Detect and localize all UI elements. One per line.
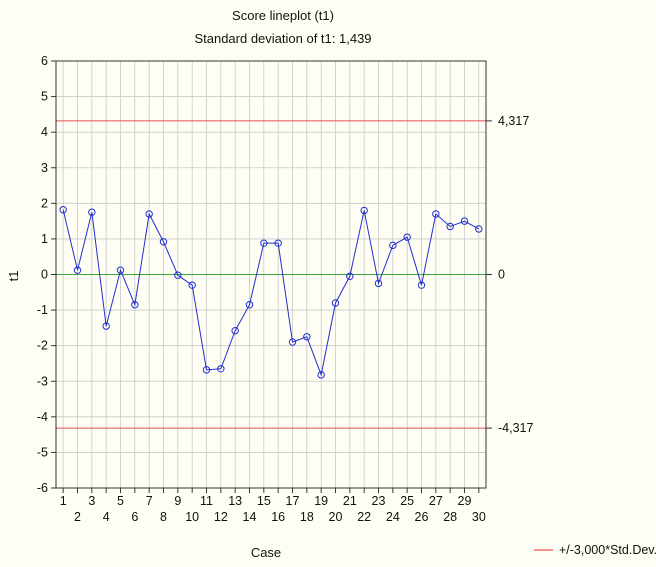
data-point <box>417 281 426 289</box>
reference-label: -4,317 <box>498 421 533 435</box>
x-tick-label: 5 <box>117 494 124 508</box>
data-point <box>303 333 311 341</box>
data-point <box>317 371 325 379</box>
x-tick-label: 15 <box>257 494 271 508</box>
y-tick-label: -4 <box>37 410 48 424</box>
data-point <box>403 233 411 241</box>
chart-title: Score lineplot (t1) <box>232 8 334 23</box>
x-tick-label: 11 <box>200 494 213 508</box>
y-tick-label: -1 <box>37 303 48 317</box>
data-point <box>432 210 440 218</box>
legend-label: +/-3,000*Std.Dev. <box>559 543 656 557</box>
data-point <box>59 206 67 214</box>
x-tick-label: 12 <box>214 510 228 524</box>
series-t1 <box>59 206 483 379</box>
series-line <box>62 209 480 377</box>
y-tick-label: 0 <box>41 268 48 282</box>
data-point <box>102 322 110 330</box>
data-point <box>217 365 225 373</box>
y-tick-label: 3 <box>41 161 48 175</box>
data-point <box>446 222 454 231</box>
data-point <box>73 266 82 274</box>
x-tick-label: 22 <box>357 510 371 524</box>
y-tick-label: -3 <box>37 374 48 388</box>
data-point <box>274 239 282 247</box>
x-tick-label: 18 <box>300 510 314 524</box>
x-tick-label: 4 <box>103 510 110 524</box>
x-tick-label: 27 <box>429 494 443 508</box>
x-tick-label: 28 <box>443 510 457 524</box>
x-tick-label: 23 <box>372 494 386 508</box>
x-tick-label: 7 <box>146 494 153 508</box>
x-tick-label: 26 <box>415 510 429 524</box>
x-tick-label: 24 <box>386 510 400 524</box>
x-tick-label: 6 <box>131 510 138 524</box>
data-point <box>159 238 168 246</box>
data-point <box>288 338 297 346</box>
y-tick-label: -5 <box>37 445 48 459</box>
data-point <box>174 271 182 279</box>
y-tick-label: 5 <box>41 90 48 104</box>
reference-label: 4,317 <box>498 114 529 128</box>
x-tick-label: 13 <box>228 494 242 508</box>
data-point <box>260 239 268 247</box>
reference-lines <box>56 120 486 429</box>
x-tick-label: 29 <box>458 494 472 508</box>
data-point <box>374 279 383 288</box>
reference-label: 0 <box>498 268 505 282</box>
x-tick-label: 21 <box>343 494 357 508</box>
x-tick-label: 3 <box>88 494 95 508</box>
x-tick-label: 10 <box>185 510 199 524</box>
x-axis-ticks: 1 3 5 7 9 11 13 15 17 19 21 23 25 27 292 4 6 8 10 12 14 16 18 2… <box>60 488 486 524</box>
x-tick-label: 9 <box>174 494 181 508</box>
data-point <box>460 217 469 225</box>
x-tick-label: 20 <box>329 510 343 524</box>
y-tick-label: 4 <box>41 125 48 139</box>
x-tick-label: 16 <box>271 510 285 524</box>
y-axis-label: t1 <box>6 271 21 282</box>
x-tick-label: 2 <box>74 510 81 524</box>
data-point <box>360 206 368 215</box>
data-point <box>346 272 354 280</box>
data-point <box>131 301 139 309</box>
x-tick-label: 25 <box>400 494 414 508</box>
y-tick-label: -2 <box>37 339 48 353</box>
x-tick-label: 30 <box>472 510 486 524</box>
chart-subtitle: Standard deviation of t1: 1,439 <box>194 31 371 46</box>
x-tick-label: 14 <box>243 510 257 524</box>
x-tick-label: 19 <box>314 494 328 508</box>
y-tick-label: 6 <box>41 54 48 68</box>
data-point <box>188 281 196 289</box>
data-point <box>475 225 483 233</box>
y-tick-label: 2 <box>41 196 48 210</box>
data-point <box>245 301 254 309</box>
y-tick-label: 1 <box>41 232 48 246</box>
x-tick-label: 17 <box>286 494 300 508</box>
data-point <box>231 327 239 335</box>
reference-line-labels: 4,317 0 -4,317 <box>486 114 533 435</box>
legend: +/-3,000*Std.Dev. <box>534 543 656 557</box>
data-point <box>145 210 153 218</box>
x-axis-label: Case <box>251 545 281 560</box>
data-point <box>389 241 397 250</box>
data-point <box>116 266 125 274</box>
x-tick-label: 1 <box>60 494 67 508</box>
data-point <box>88 208 96 216</box>
y-tick-label: -6 <box>37 481 48 495</box>
data-point <box>202 366 211 374</box>
x-tick-label: 8 <box>160 510 167 524</box>
y-axis-ticks: 6 5 4 3 2 1 0 -1 -2 -3 -4 -5 -6 <box>37 54 56 495</box>
data-point <box>331 299 340 307</box>
